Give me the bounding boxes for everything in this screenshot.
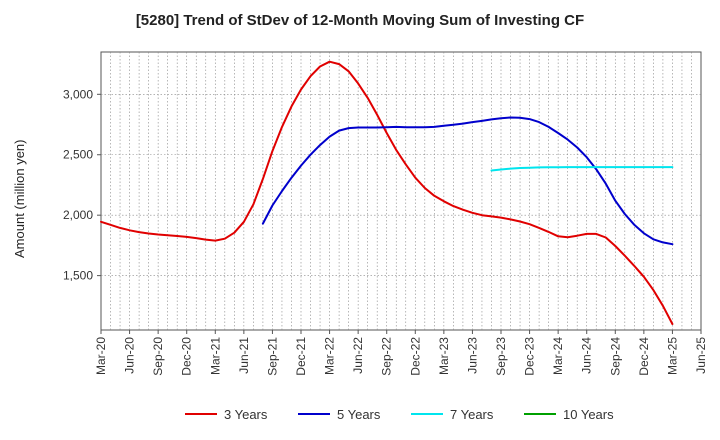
x-tick-label: Sep-21 [265,337,279,376]
series-line-3-years [100,60,674,325]
x-tick-label: Mar-25 [665,337,679,375]
x-tick-label: Dec-24 [637,337,651,376]
y-tick-label: 2,500 [63,148,93,162]
chart-title: [5280] Trend of StDev of 12-Month Moving… [135,12,585,29]
x-tick-label: Mar-23 [437,337,451,375]
x-tick-label: Jun-20 [123,337,137,374]
series-line-5-years [261,116,674,246]
x-tick-label: Jun-23 [465,337,479,374]
x-tick-label: Jun-25 [694,337,708,374]
x-tick-label: Sep-23 [494,337,508,376]
x-axis-ticks: Mar-20 Jun-20 Sep-20 Dec-20 Mar-21 Jun-21 Sep-… [94,330,708,376]
grid-lines [101,52,701,330]
legend: 3 Years 5 Years 7 Years 10 Years [185,407,614,422]
x-tick-label: Mar-20 [94,337,108,375]
legend-label-3-years: 3 Years [224,407,268,422]
y-axis-ticks: 1,500 2,000 2,500 3,000 [63,87,101,283]
x-tick-label: Sep-22 [380,337,394,376]
x-tick-label: Sep-24 [608,337,622,376]
x-tick-label: Dec-20 [180,337,194,376]
x-tick-label: Jun-24 [580,337,594,374]
legend-label-5-years: 5 Years [337,407,381,422]
series-line-7-years [490,166,674,172]
legend-label-10-years: 10 Years [563,407,614,422]
x-tick-label: Jun-21 [237,337,251,374]
plot-area [100,51,702,331]
x-tick-label: Jun-22 [351,337,365,374]
x-tick-label: Dec-23 [523,337,537,376]
x-tick-label: Dec-22 [408,337,422,376]
x-tick-label: Dec-21 [294,337,308,376]
x-tick-label: Mar-22 [323,337,337,375]
y-tick-label: 3,000 [63,87,93,101]
x-tick-label: Mar-21 [208,337,222,375]
legend-label-7-years: 7 Years [450,407,494,422]
y-tick-label: 1,500 [63,269,93,283]
x-tick-label: Mar-24 [551,337,565,375]
x-tick-label: Sep-20 [151,337,165,376]
series-lines [100,60,674,325]
y-tick-label: 2,000 [63,208,93,222]
